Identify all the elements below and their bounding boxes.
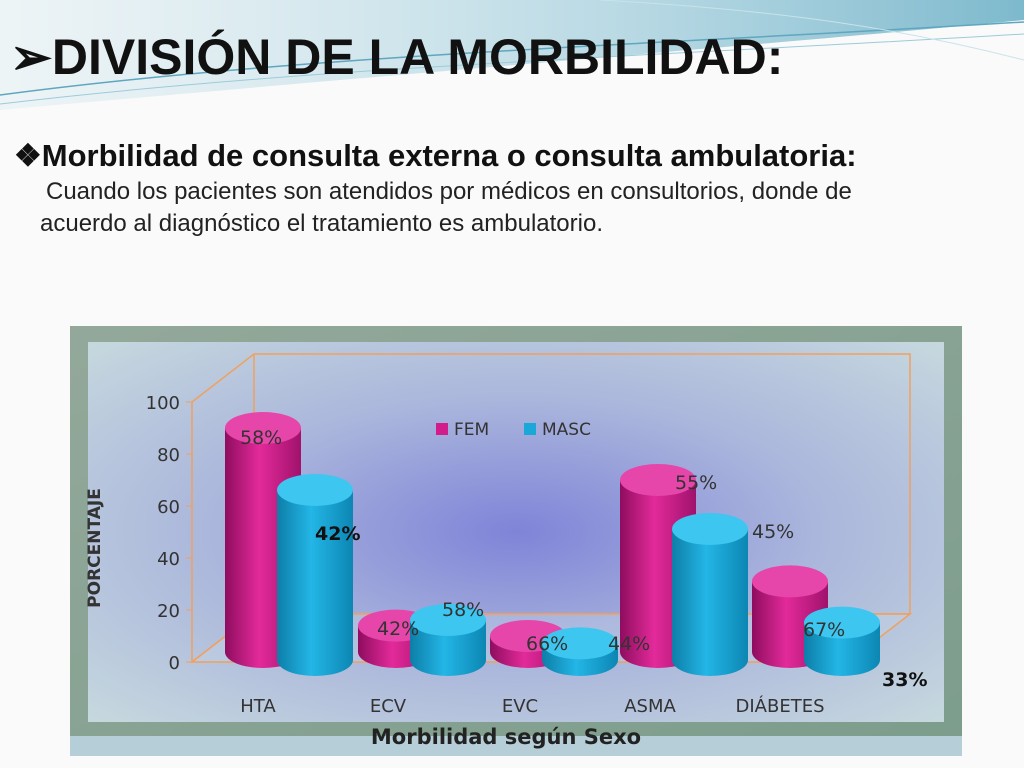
legend: FEM MASC [436,420,591,440]
y-tick-label: 20 [157,601,180,622]
body-paragraph: Cuando los pacientes son atendidos por m… [40,176,1015,240]
data-label: 66% [526,633,568,655]
bar-body [277,490,353,676]
y-tick-label: 80 [157,445,180,466]
slide-title: ➢DIVISIÓN DE LA MORBILIDAD: [10,28,783,86]
frame-edge-top [191,353,255,403]
body-line-2: acuerdo al diagnóstico el tratamiento es… [40,210,603,237]
bars: 58% 42% 42% 58% 66% 44% 55% 45% 67% 33% [225,412,927,691]
decorative-swoosh [0,0,1024,110]
data-label: 58% [442,599,484,621]
morbidity-chart: 0 20 40 60 80 100 PORCENTAJE FEM MASC 58% 42% 42… [70,326,962,756]
bar-top [277,474,353,506]
data-label: 33% [882,669,927,691]
body-line-1: Cuando los pacientes son atendidos por m… [46,178,852,205]
data-label: 67% [803,619,845,641]
bar-top [620,464,696,496]
data-label: 55% [675,472,717,494]
data-label: 42% [377,618,419,640]
bar-top [752,565,828,598]
y-tick-label: 60 [157,497,180,518]
bar-masc-3 [672,513,748,676]
x-tick-label: DIÁBETES [736,695,825,717]
x-axis-label: Morbilidad según Sexo [371,725,641,749]
bar-masc-4 [804,606,880,676]
data-label: 44% [608,633,650,655]
bar-top [804,606,880,639]
bar-masc-2 [542,627,618,676]
legend-label: MASC [542,420,591,440]
bar-masc-1 [410,604,486,676]
y-tick-label: 100 [146,393,180,414]
slide-title-text: DIVISIÓN DE LA MORBILIDAD: [51,29,784,85]
data-label: 42% [315,523,360,545]
bar-body [410,620,486,676]
x-tick-label: HTA [240,696,276,717]
y-axis-label: PORCENTAJE [85,488,105,608]
bar-masc-0 [277,474,353,676]
arrow-bullet-icon: ➢ [10,29,52,85]
y-tick-label: 0 [169,653,180,674]
diamond-bullet-icon: ❖ [14,138,42,173]
data-label: 58% [240,427,282,449]
bullet-heading-text: Morbilidad de consulta externa o consult… [41,138,857,173]
legend-swatch [524,423,536,435]
bullet-heading: ❖Morbilidad de consulta externa o consul… [14,138,857,174]
legend-label: FEM [454,420,489,440]
chart-bottom-band [70,736,962,756]
legend-swatch [436,423,448,435]
bar-top [542,627,618,660]
y-axis-ticks: 0 20 40 60 80 100 [146,393,192,674]
bar-top [225,412,301,444]
x-tick-label: ECV [370,696,407,717]
x-tick-label: EVC [502,696,538,717]
bar-body [672,529,748,676]
data-label: 45% [752,521,794,543]
x-axis-ticks: HTA ECV EVC ASMA DIÁBETES [240,695,824,717]
y-tick-label: 40 [157,549,180,570]
bar-top [410,604,486,636]
bar-top [672,513,748,545]
x-tick-label: ASMA [624,696,676,717]
